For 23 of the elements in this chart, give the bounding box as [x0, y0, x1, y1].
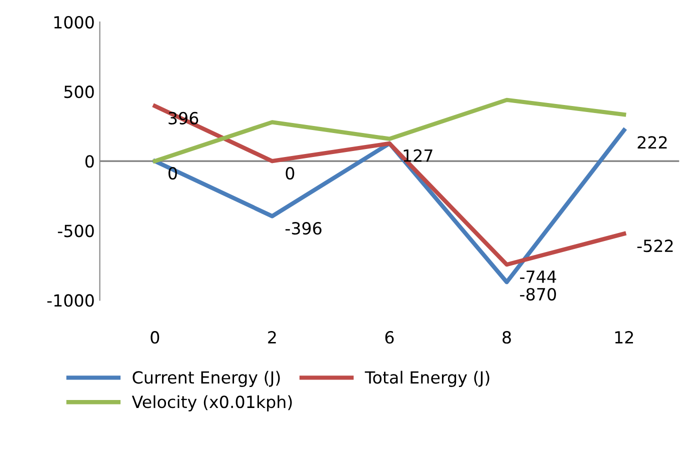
- legend-label: Total Energy (J): [364, 370, 490, 387]
- x-tick-label: 12: [615, 331, 633, 344]
- y-tick-label: -1000: [47, 294, 94, 307]
- y-tick-label: -500: [58, 224, 94, 238]
- legend-label: Current Energy (J): [132, 370, 280, 387]
- line-series: [152, 128, 626, 284]
- y-tick-label: 500: [64, 86, 94, 98]
- legend-label: Velocity (x0.01kph): [132, 395, 292, 412]
- x-tick-label: 6: [385, 331, 394, 344]
- x-tick-label: 0: [150, 331, 160, 344]
- y-tick-label: 1000: [54, 16, 94, 29]
- x-tick-label: 2: [268, 331, 276, 344]
- data-label: 127: [404, 149, 432, 162]
- data-label: -744: [520, 270, 556, 283]
- y-tick-label: 0: [85, 155, 94, 168]
- data-label: -396: [286, 222, 322, 235]
- line-series: [152, 98, 626, 164]
- data-label: -870: [520, 288, 556, 301]
- data-label: 222: [638, 136, 667, 148]
- x-tick-label: 8: [502, 331, 511, 344]
- data-label: -522: [637, 240, 673, 252]
- line-series: [152, 104, 626, 267]
- data-label: 0: [286, 166, 294, 180]
